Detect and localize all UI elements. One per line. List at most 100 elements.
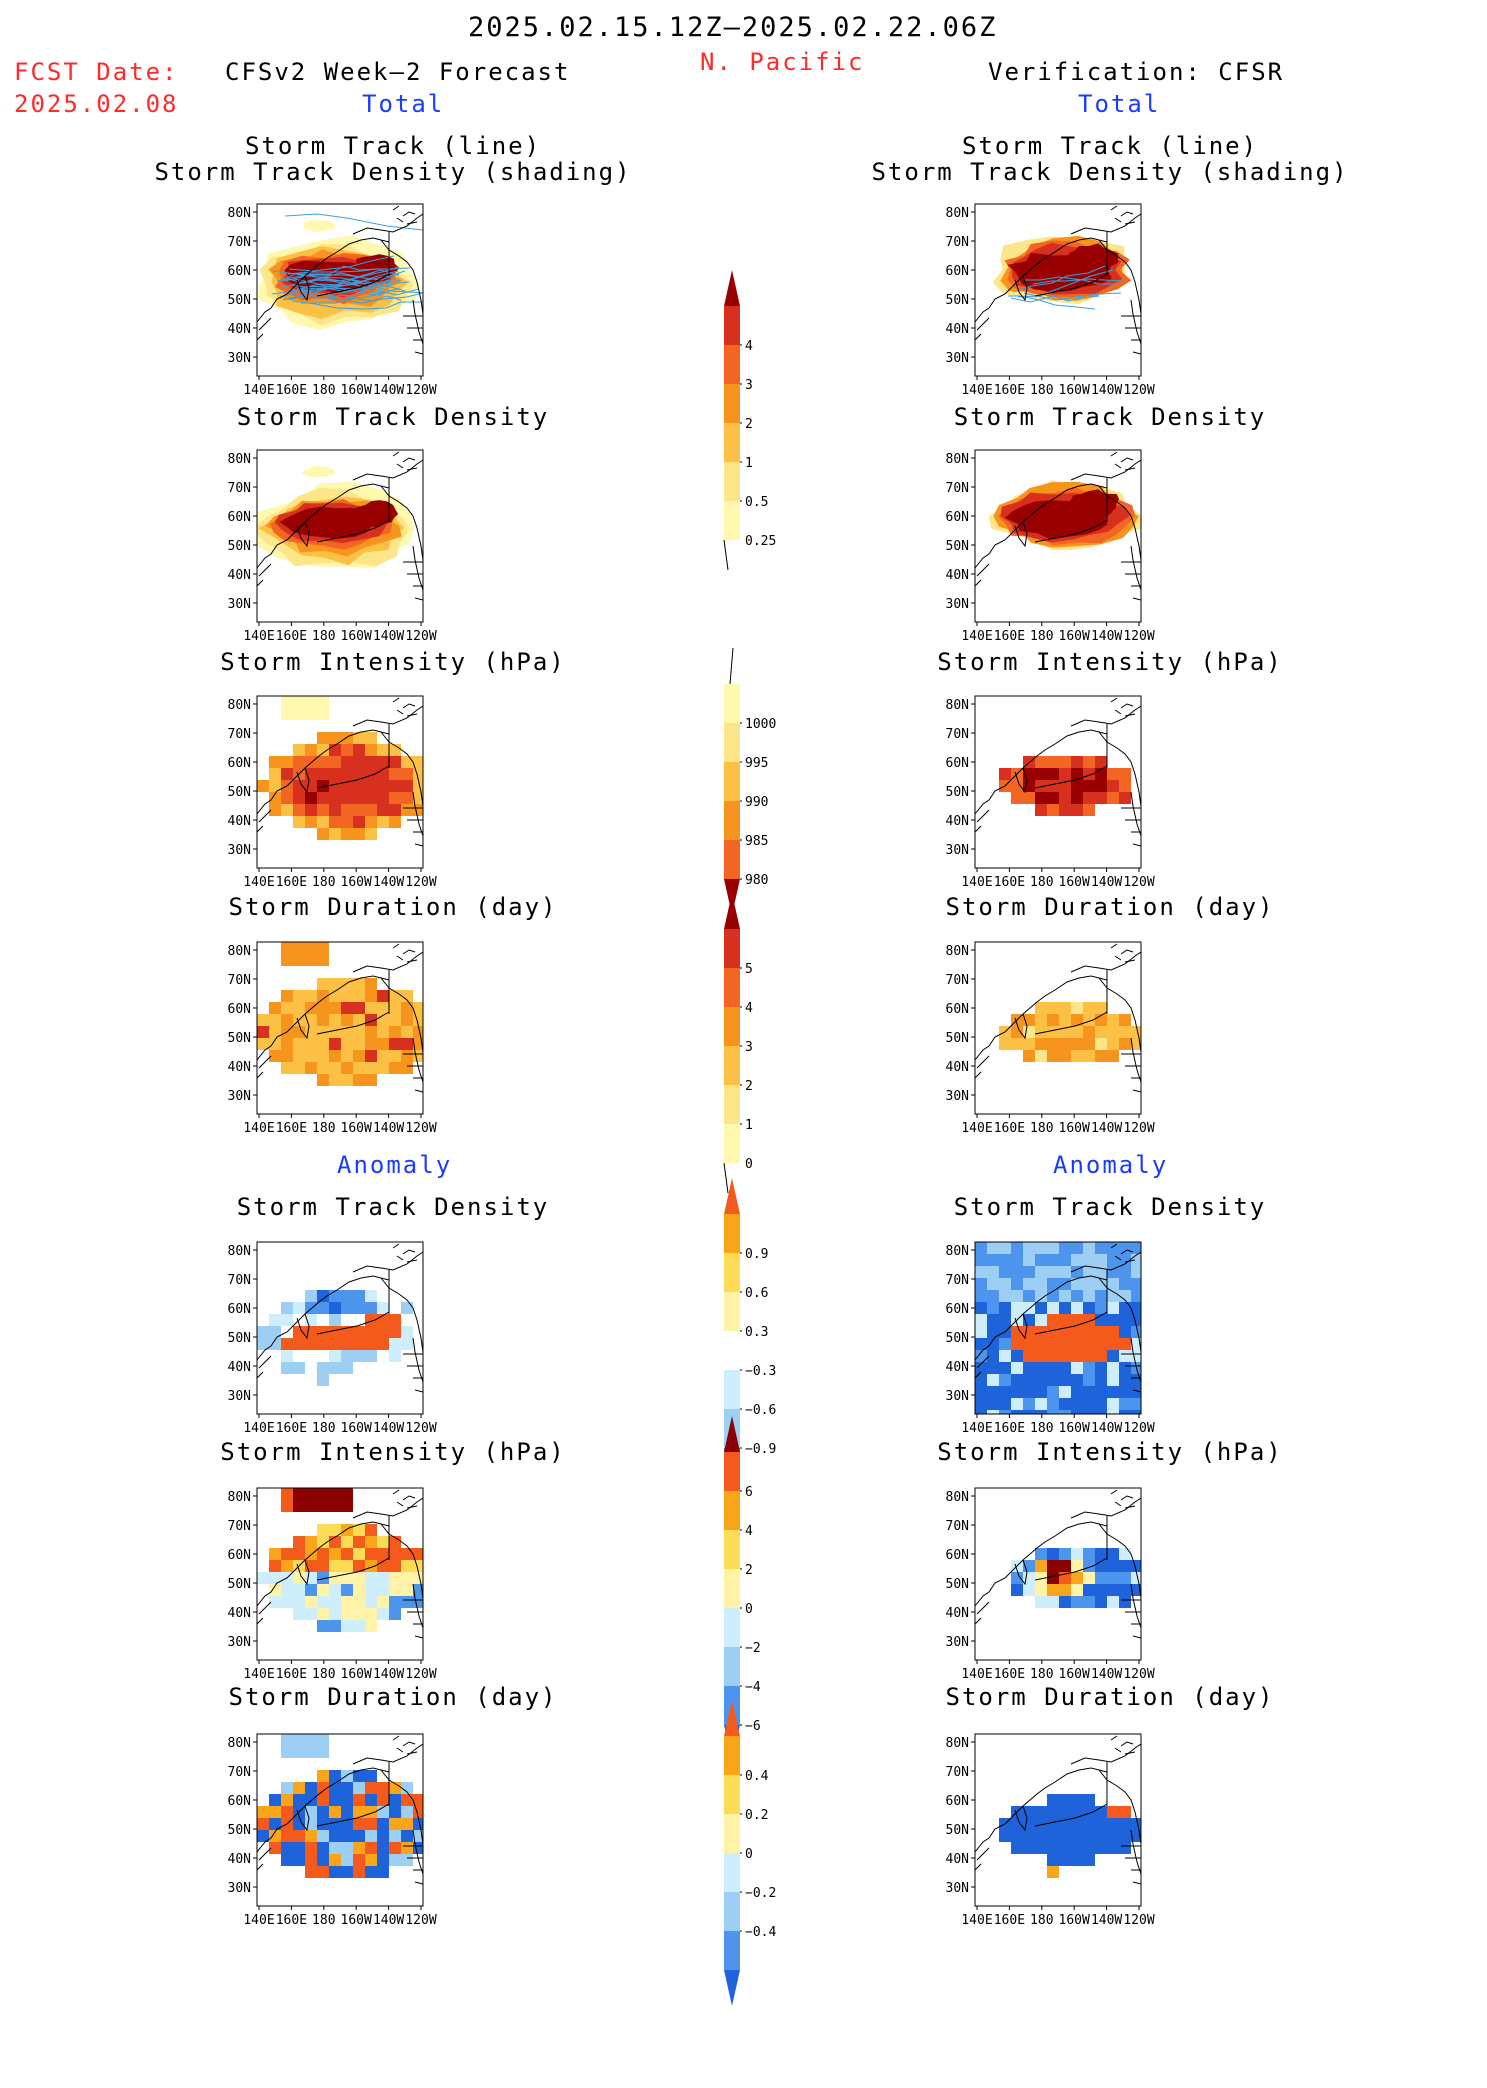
grid-cell [1011, 1830, 1023, 1842]
colorbar-segment [724, 1608, 740, 1647]
grid-cell [1131, 1818, 1141, 1830]
grid-cell [377, 1026, 389, 1038]
coastline [1070, 1743, 1141, 1765]
lon-tick-label: 120W [405, 1121, 436, 1136]
grid-cell [317, 828, 329, 840]
grid-cell [1119, 780, 1131, 792]
grid-cell [1035, 804, 1047, 816]
lon-tick-label: 140W [1091, 629, 1122, 644]
lon-tick-label: 160E [276, 383, 307, 398]
grid-cell [293, 1854, 305, 1866]
grid-cell [1047, 1314, 1059, 1326]
lon-tick-label: 120W [1123, 1121, 1154, 1136]
lat-tick-label: 40N [946, 1060, 969, 1075]
grid-cell [1059, 1584, 1071, 1596]
lat-tick-label: 60N [946, 510, 969, 525]
grid-cell [1047, 1818, 1059, 1830]
colorbar-arrow [724, 1178, 740, 1214]
lon-tick-label: 180 [312, 875, 335, 890]
grid-cell [1047, 804, 1059, 816]
grid-cell [1107, 1278, 1119, 1290]
grid-cell [1119, 1386, 1131, 1398]
grid-cell [1107, 1548, 1119, 1560]
coastline [352, 1743, 423, 1765]
grid-cell [305, 792, 317, 804]
grid-cell [293, 1842, 305, 1854]
grid-cell [1035, 1548, 1047, 1560]
grid-cell [1035, 768, 1047, 780]
grid-cell [341, 1074, 353, 1086]
grid-cell [401, 1560, 413, 1572]
grid-cell [317, 1362, 329, 1374]
grid-cell [1059, 792, 1071, 804]
grid-cell [401, 1014, 413, 1026]
grid-cell [257, 1818, 269, 1830]
lon-tick-label: 140W [373, 383, 404, 398]
grid-cell [1107, 1026, 1119, 1038]
grid-cell [377, 756, 389, 768]
grid-cell [293, 990, 305, 1002]
lat-tick-label: 50N [228, 1331, 251, 1346]
grid-cell [1071, 756, 1083, 768]
lat-tick-label: 40N [228, 1360, 251, 1375]
colorbar-segment [724, 1530, 740, 1569]
grid-cell [987, 1350, 999, 1362]
grid-cell [389, 804, 401, 816]
grid-cell [1059, 1410, 1071, 1414]
grid-cell [389, 1854, 401, 1866]
lon-tick-label: 140E [243, 1667, 274, 1682]
grid-cell [1035, 1386, 1047, 1398]
forecast-total-density: 80N 70N 60N 50N 40N 30N 140E 160E 180 160W 140W 120… [207, 446, 437, 651]
forecast-total-duration: 80N 70N 60N 50N 40N 30N 140E 160E 180 160W 140W 120… [207, 938, 437, 1143]
grid-cell [1059, 1830, 1071, 1842]
grid-cell [293, 1782, 305, 1794]
lat-tick-label: 30N [228, 1881, 251, 1896]
grid-cell [1059, 1362, 1071, 1374]
grid-cell [401, 1002, 413, 1014]
grid-cell [281, 1746, 293, 1758]
grid-cell [305, 1038, 317, 1050]
grid-cell [365, 816, 377, 828]
colorbar-label: −2 [745, 1641, 761, 1656]
grid-cell [987, 1290, 999, 1302]
lon-tick-label: 160E [994, 1913, 1025, 1928]
grid-cell [413, 1560, 423, 1572]
state-borders [1121, 1337, 1141, 1393]
grid-cell [329, 978, 341, 990]
forecast-column-title: CFSv2 Week—2 Forecast [225, 58, 571, 86]
grid-cell [377, 1782, 389, 1794]
storm-track-line [1024, 276, 1115, 285]
grid-cell [365, 1770, 377, 1782]
grid-cell [305, 1734, 317, 1746]
grid-cell [341, 1500, 353, 1512]
grid-cell [317, 1584, 329, 1596]
lon-tick-label: 180 [1030, 1121, 1053, 1136]
grid-cell [1083, 1326, 1095, 1338]
grid-cell [1083, 1290, 1095, 1302]
colorbar-label: 0.6 [745, 1286, 768, 1301]
grid-cell [305, 1536, 317, 1548]
grid-cell [1035, 1362, 1047, 1374]
grid-cell [305, 804, 317, 816]
coastline [352, 213, 423, 235]
colorbar-label: 6 [745, 1485, 753, 1500]
grid-cell [1011, 1386, 1023, 1398]
panel-title: Storm Intensity (hPa) [220, 648, 566, 676]
grid-cell [269, 1038, 281, 1050]
coastline [392, 1735, 418, 1755]
grid-cell [401, 1302, 413, 1314]
coastline [257, 483, 390, 569]
grid-cell [1035, 1290, 1047, 1302]
coastline [1110, 1243, 1136, 1263]
density-contour [1064, 243, 1119, 273]
lat-tick-label: 70N [946, 973, 969, 988]
grid-cell [353, 780, 365, 792]
grid-cell [413, 1014, 423, 1026]
grid-cell [1131, 1410, 1141, 1414]
grid-cell [341, 1548, 353, 1560]
grid-cell [1047, 1290, 1059, 1302]
grid-cell [329, 1062, 341, 1074]
grid-cell [1023, 1398, 1035, 1410]
grid-cell [1011, 1338, 1023, 1350]
grid-cell [1023, 1362, 1035, 1374]
